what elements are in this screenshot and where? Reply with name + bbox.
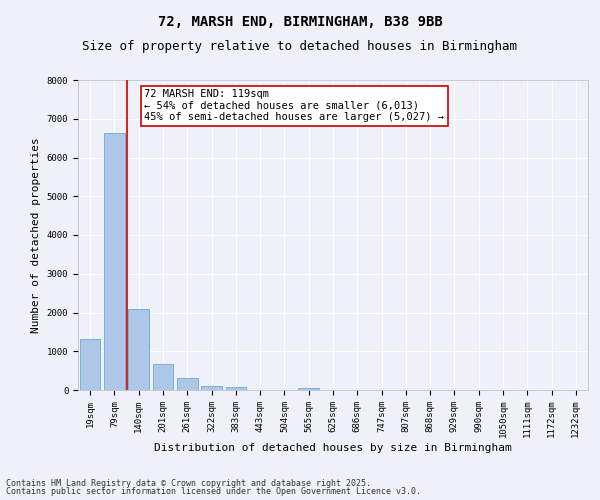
Text: Contains HM Land Registry data © Crown copyright and database right 2025.: Contains HM Land Registry data © Crown c… [6,478,371,488]
Text: Size of property relative to detached houses in Birmingham: Size of property relative to detached ho… [83,40,517,53]
Text: 72, MARSH END, BIRMINGHAM, B38 9BB: 72, MARSH END, BIRMINGHAM, B38 9BB [158,15,442,29]
Y-axis label: Number of detached properties: Number of detached properties [31,137,41,333]
Bar [152,364,173,390]
Bar [80,339,100,390]
Text: Contains public sector information licensed under the Open Government Licence v3: Contains public sector information licen… [6,487,421,496]
X-axis label: Distribution of detached houses by size in Birmingham: Distribution of detached houses by size … [154,443,512,453]
Bar [177,378,197,390]
Bar [298,388,319,390]
Bar [128,310,149,390]
Bar [201,386,222,390]
Bar [104,133,125,390]
Text: 72 MARSH END: 119sqm
← 54% of detached houses are smaller (6,013)
45% of semi-de: 72 MARSH END: 119sqm ← 54% of detached h… [145,90,444,122]
Bar [226,388,246,390]
